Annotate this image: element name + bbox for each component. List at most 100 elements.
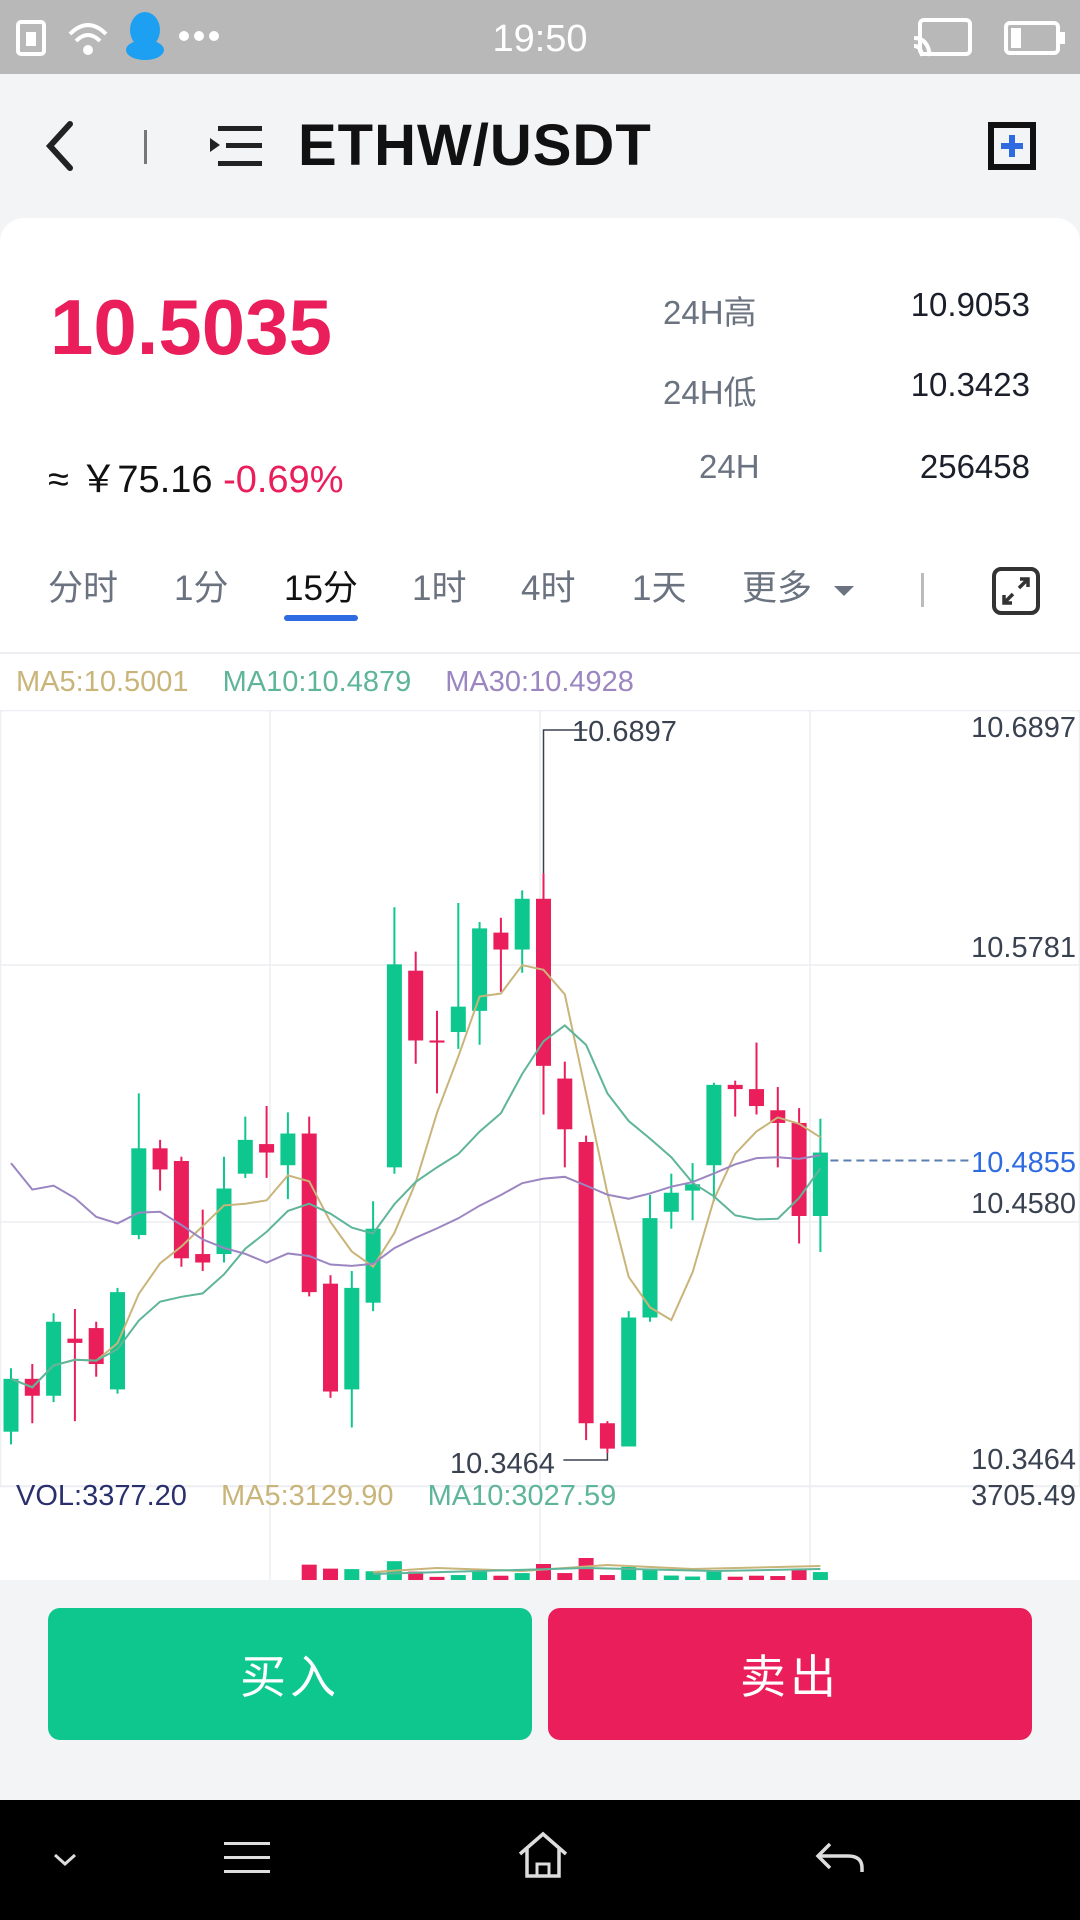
volume-bar [749, 1575, 764, 1580]
volume-max-label: 3705.49 [971, 1480, 1076, 1512]
candle-up [621, 1317, 637, 1447]
volume-bar [429, 1576, 445, 1580]
status-bar: 19:50 [0, 0, 1080, 74]
volume-bar [599, 1575, 615, 1580]
high-leader-line [542, 729, 588, 874]
y-axis-label-3: 10.4580 [971, 1188, 1076, 1220]
vol-ma10-indicator: MA10:3027.59 [427, 1480, 617, 1512]
price-approx: ≈ ￥75.16 -0.69% [48, 448, 343, 503]
ma10-indicator: MA10:10.4879 [222, 666, 412, 698]
back-arrow-icon[interactable] [814, 1838, 866, 1878]
caret-down-icon [833, 585, 854, 596]
add-favorite-icon[interactable] [988, 122, 1036, 170]
timeframe-tabs: 分时 1分 15分 1时 4时 1天 更多 [0, 560, 1080, 630]
high-price-annotation: 10.6897 [572, 716, 677, 748]
ma-indicator-row: MA5:10.5001 MA10:10.4879 MA30:10.4928 [16, 666, 660, 699]
volume-bar [770, 1576, 786, 1580]
pair-title[interactable]: ETHW/USDT [298, 113, 652, 178]
candle-down [259, 1144, 275, 1153]
low-price-annotation: 10.3464 [450, 1448, 555, 1480]
tab-more-label: 更多 [742, 569, 813, 608]
home-icon[interactable] [516, 1830, 570, 1880]
candle-down [195, 1254, 211, 1263]
candle-up [131, 1148, 147, 1236]
candle-up [110, 1292, 125, 1390]
volume-bar [557, 1573, 573, 1580]
candle-down [67, 1338, 83, 1343]
ma30-line [10, 1154, 821, 1267]
candle-down [408, 970, 424, 1041]
candle-up [280, 1133, 296, 1166]
sell-button[interactable]: 卖出 [548, 1608, 1032, 1740]
candle-down [536, 898, 551, 1066]
cast-icon [913, 18, 972, 57]
tabs-border [0, 652, 1080, 654]
tab-1min[interactable]: 1分 [174, 569, 229, 608]
pair-menu-icon[interactable] [210, 124, 262, 168]
tab-1day[interactable]: 1天 [632, 569, 687, 608]
candle-down [173, 1161, 189, 1259]
header-divider [144, 130, 147, 164]
volume-bar [536, 1563, 551, 1580]
volume-bar [344, 1569, 360, 1580]
ma30-indicator: MA30:10.4928 [445, 666, 634, 698]
y-axis-label-bottom: 10.3464 [971, 1444, 1076, 1476]
candle-down [493, 932, 509, 950]
volume-bar [685, 1576, 701, 1580]
candle-up [706, 1084, 722, 1166]
tab-more[interactable]: 更多 [742, 560, 856, 611]
stat-label-volume: 24H [699, 448, 760, 485]
wifi-icon [68, 23, 108, 55]
chart-grid [0, 710, 1080, 1580]
candle-up [514, 898, 530, 950]
menu-icon[interactable] [222, 1838, 272, 1878]
tab-15min[interactable]: 15分 [284, 569, 358, 608]
volume-bar [408, 1571, 424, 1580]
volume-ma10-line [373, 1566, 821, 1575]
cny-price: ￥75.16 [79, 459, 213, 501]
stat-value-high: 10.9053 [910, 286, 1030, 323]
active-tab-indicator [284, 615, 358, 621]
tab-1hour[interactable]: 1时 [412, 569, 467, 608]
candle-down [727, 1084, 743, 1090]
ma-lines-layer [10, 964, 822, 1389]
last-price: 10.5035 [50, 283, 332, 371]
candle-down [749, 1089, 764, 1107]
volume-bar [493, 1575, 509, 1580]
volume-bar [791, 1569, 807, 1580]
annotation-layer [542, 729, 970, 1461]
volume-bar [365, 1571, 381, 1580]
candle-up [344, 1287, 360, 1390]
candle-up [685, 1184, 701, 1191]
buy-button[interactable]: 买入 [48, 1608, 532, 1740]
volume-bar [812, 1572, 828, 1580]
volume-layer [301, 1558, 828, 1580]
tab-timeline[interactable]: 分时 [48, 569, 119, 608]
tab-4hour[interactable]: 4时 [521, 569, 576, 608]
candle-up [3, 1378, 19, 1432]
y-axis-label-2: 10.5781 [971, 932, 1076, 964]
back-icon[interactable] [40, 116, 80, 176]
volume-bar [514, 1573, 530, 1580]
approx-sign: ≈ [48, 459, 69, 501]
volume-indicator-row: VOL:3377.20 MA5:3129.90 MA10:3027.59 [16, 1480, 642, 1513]
candle-up [386, 964, 402, 1168]
stat-label-low: 24H低 [663, 374, 757, 411]
candle-up [812, 1152, 828, 1216]
candle-down [152, 1148, 168, 1170]
candle-up [46, 1321, 62, 1396]
candle-down [323, 1283, 338, 1392]
candle-up [450, 1006, 466, 1033]
fullscreen-icon[interactable] [992, 567, 1040, 615]
candle-up [663, 1192, 679, 1212]
volume-bar [323, 1568, 338, 1580]
chevron-down-icon[interactable] [52, 1852, 78, 1868]
candle-up [472, 928, 488, 1011]
current-price-label: 10.4855 [971, 1147, 1076, 1179]
ma10-line [10, 1024, 822, 1389]
candle-down [88, 1328, 104, 1365]
volume-bar [450, 1575, 466, 1580]
battery-icon [1004, 21, 1065, 55]
status-time: 19:50 [492, 18, 588, 60]
candlestick-chart[interactable] [0, 710, 1080, 1580]
